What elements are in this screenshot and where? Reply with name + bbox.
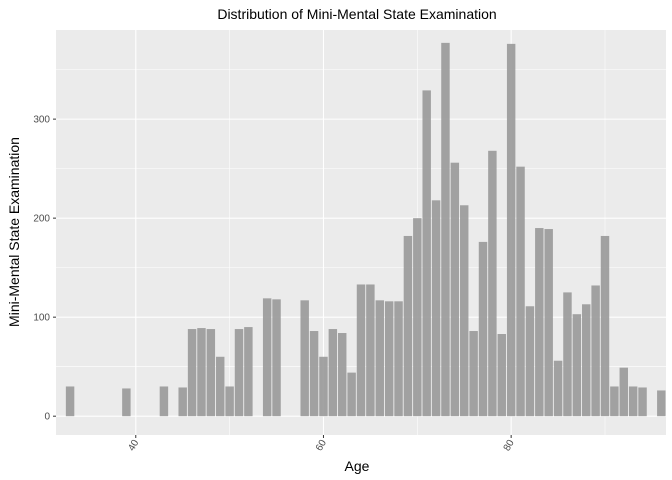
bar [497, 333, 506, 417]
y-axis-title: Mini-Mental State Examination [6, 137, 22, 327]
bar [638, 387, 647, 417]
bar [506, 43, 516, 417]
bar [488, 150, 497, 417]
bar [225, 386, 234, 417]
x-tick-label: 80 [502, 438, 517, 454]
bar [216, 356, 225, 417]
y-axis: 0 100 200 300 [33, 115, 56, 423]
bar [469, 331, 478, 417]
bar [122, 388, 131, 417]
x-tick-label: 40 [126, 438, 141, 454]
bar [628, 386, 638, 417]
bar [65, 386, 75, 417]
bar [206, 329, 216, 417]
bar [338, 333, 347, 417]
x-tick-label: 60 [314, 438, 329, 454]
bar [403, 235, 413, 417]
x-axis: 40 60 80 [126, 435, 517, 453]
bar [159, 386, 169, 417]
bar [413, 218, 422, 417]
bar [591, 285, 600, 417]
bar [384, 301, 394, 417]
chart-title: Distribution of Mini-Mental State Examin… [217, 6, 496, 22]
bar [600, 235, 610, 417]
y-tick-label: 300 [33, 115, 50, 126]
bar [619, 367, 628, 417]
bar [300, 300, 309, 417]
bar [375, 300, 384, 417]
bar [187, 329, 197, 417]
bar [244, 327, 253, 417]
y-tick-label: 200 [33, 214, 50, 225]
bar [422, 90, 431, 417]
bar [347, 372, 356, 417]
bar [328, 329, 338, 417]
bar [178, 387, 187, 417]
bar [441, 42, 450, 417]
bar [431, 200, 441, 417]
bar [366, 284, 375, 417]
bar [234, 329, 244, 417]
bar [657, 390, 666, 417]
bar [450, 162, 460, 417]
bar [478, 241, 488, 417]
bar [319, 356, 328, 417]
bar [553, 360, 563, 417]
bar [197, 328, 206, 417]
bar [516, 166, 525, 417]
x-axis-title: Age [345, 458, 370, 474]
bar [610, 386, 619, 417]
bar [272, 299, 281, 417]
bar [309, 331, 319, 417]
bar-series [65, 42, 666, 417]
bar [582, 304, 591, 417]
bar [525, 306, 535, 417]
bar [394, 301, 403, 417]
bar [535, 228, 544, 417]
bar [356, 284, 366, 417]
bar [572, 314, 582, 417]
bar [460, 205, 469, 417]
y-tick-label: 100 [33, 313, 50, 324]
bar [563, 292, 572, 417]
bar [262, 298, 272, 417]
bar [544, 229, 553, 417]
y-tick-label: 0 [44, 412, 50, 423]
